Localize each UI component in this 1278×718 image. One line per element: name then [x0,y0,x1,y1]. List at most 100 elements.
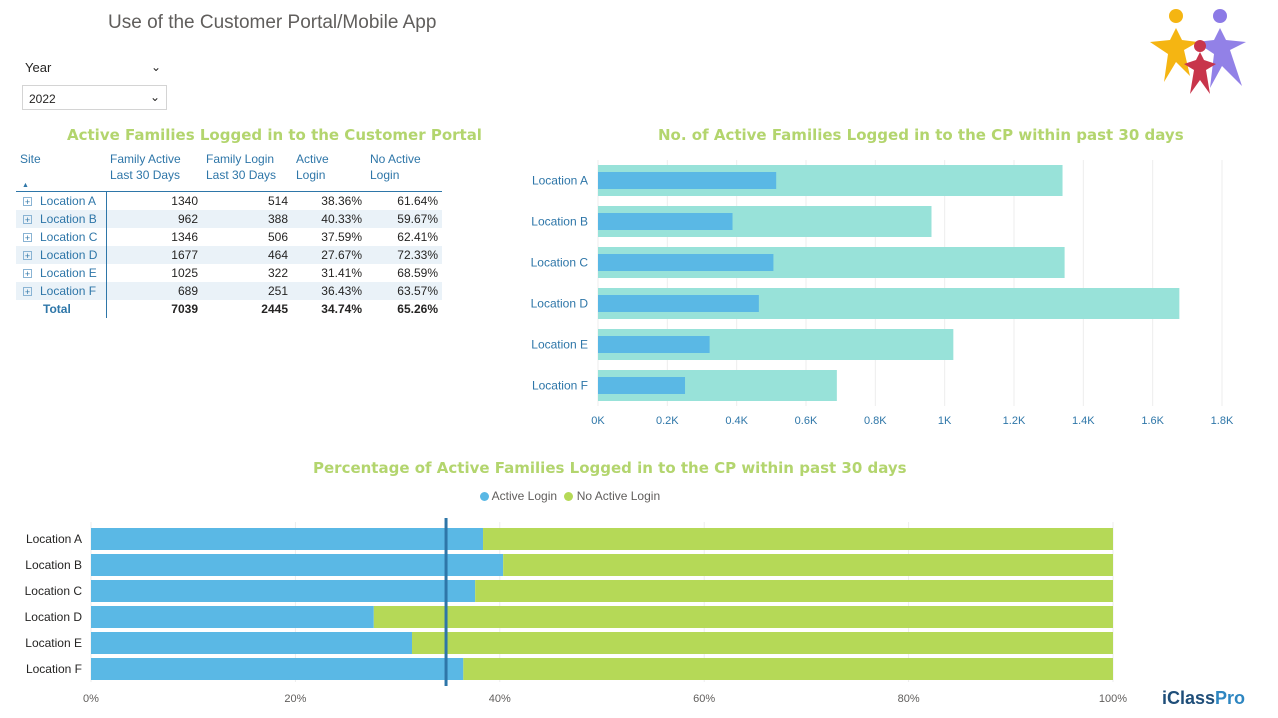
y-category-label: Location C [25,584,83,598]
row-login-cell: 506 [267,230,288,244]
total-no-pct-cell: 65.26% [397,302,438,316]
chevron-down-icon[interactable]: ⌄ [151,60,162,74]
row-active-cell: 1340 [171,194,198,208]
expand-icon[interactable]: + [23,251,32,262]
row-site-cell[interactable]: + Location B [16,210,107,228]
row-login-cell: 322 [267,266,288,280]
row-site-cell[interactable]: + Location E [16,264,107,282]
row-site-cell[interactable]: + Location D [16,246,107,264]
bar-active-login [91,606,374,628]
row-pct-cell: 40.33% [292,210,366,228]
col-header-site[interactable]: Site [16,150,106,192]
x-tick-label: 0% [83,693,99,705]
legend-no-active-label[interactable]: No Active Login [576,489,661,503]
x-tick-label: 0.6K [795,415,818,427]
total-label-cell: Total [16,300,107,318]
expand-icon[interactable]: + [23,287,32,298]
table-row: + Location E 1025 322 31.41% 68.59% [16,264,442,282]
x-tick-label: 1.2K [1003,415,1026,427]
col-header-no-active-login[interactable]: No Active Login [366,150,442,192]
x-tick-label: 0.8K [864,415,887,427]
y-category-label: Location E [531,338,588,352]
table-total-row: Total 7039 2445 34.74% 65.26% [16,300,442,318]
legend-active-label[interactable]: Active Login [491,489,558,503]
x-tick-label: 60% [693,693,715,705]
legend-no-active-dot-icon [564,492,574,502]
active-families-bar-chart[interactable]: 0K 0.2K 0.4K 0.6K 0.8K 1K 1.2K 1.4K 1.6K 1.8K Loca… [520,150,1250,440]
y-category-label: Location D [531,297,589,311]
logo-main-text: iClass [1162,688,1216,708]
y-category-label: Location F [532,379,588,393]
expand-icon[interactable]: + [23,269,32,280]
y-category-label: Location D [25,610,83,624]
table-row: + Location C 1346 506 37.59% 62.41% [16,228,442,246]
iclasspro-logo: iClassPro [1162,688,1245,709]
col-header-active-login[interactable]: Active Login [292,150,366,192]
row-login-cell: 388 [202,210,292,228]
row-site-cell[interactable]: + Location C [16,228,107,246]
x-tick-label: 0.4K [725,415,748,427]
row-no-pct-cell: 59.67% [366,210,442,228]
bar-no-active-login [475,580,1113,602]
row-active-cell: 1677 [106,246,202,264]
y-category-label: Location A [532,174,588,188]
family-logo-icon [1150,9,1246,94]
expand-icon[interactable]: + [23,233,32,244]
bar-no-active-login [412,632,1113,654]
y-category-label: Location F [26,662,82,676]
bar-no-active-login [373,606,1113,628]
table-row: + Location D 1677 464 27.67% 72.33% [16,246,442,264]
bar-family-login [598,172,777,189]
row-no-pct-cell: 63.57% [366,282,442,300]
x-tick-label: 1K [938,415,952,427]
total-active-cell: 7039 [171,302,198,316]
table-title: Active Families Logged in to the Custome… [67,126,482,144]
row-site-cell[interactable]: + Location A [16,191,107,210]
table-row: + Location B 962 388 40.33% 59.67% [16,210,442,228]
x-tick-label: 80% [898,693,920,705]
bar-active-login [91,554,504,576]
year-slicer-label: Year [25,60,51,75]
row-pct-cell: 38.36% [321,194,362,208]
y-category-label: Location B [531,215,588,229]
year-dropdown[interactable]: 2022 ⌄ [22,85,167,110]
year-slicer-title: Year [25,60,52,75]
bar-family-login [598,336,710,353]
chart1-title: No. of Active Families Logged in to the … [658,126,1184,144]
bar-no-active-login [483,528,1114,550]
x-tick-label: 0K [591,415,605,427]
percentage-stacked-bar-chart[interactable]: 0% 20% 40% 60% 80% 100% Location A Location B Lo… [0,510,1150,715]
total-login-cell: 2445 [261,302,288,316]
legend-active-dot-icon [480,492,489,502]
x-tick-label: 0.2K [656,415,679,427]
row-active-cell: 1346 [171,230,198,244]
bar-active-login [91,632,413,654]
row-pct-cell: 31.41% [321,266,362,280]
row-pct-cell: 27.67% [292,246,366,264]
expand-icon[interactable]: + [23,197,32,208]
row-active-cell: 962 [106,210,202,228]
year-dropdown-value: 2022 [29,92,56,106]
col-header-family-login[interactable]: Family Login Last 30 Days [202,150,292,192]
sort-ascending-icon[interactable]: ▲ [22,182,29,189]
x-tick-label: 1.6K [1141,415,1164,427]
table-row: + Location A 1340 514 38.36% 61.64% [16,191,442,210]
expand-icon[interactable]: + [23,215,32,226]
bar-family-login [598,213,733,230]
chart2-legend: Active Login No Active Login [480,489,660,503]
site-matrix: ▲ Site Family Active Last 30 Days Family … [16,150,442,318]
bar-family-login [598,295,759,312]
table-header-row: Site Family Active Last 30 Days Family Lo… [16,150,442,192]
y-category-label: Location C [531,256,589,270]
row-no-pct-cell: 72.33% [366,246,442,264]
chart2-title: Percentage of Active Families Logged in … [313,459,907,477]
page-title: Use of the Customer Portal/Mobile App [108,12,437,33]
row-active-cell: 689 [106,282,202,300]
bar-active-login [91,658,464,680]
col-header-family-active[interactable]: Family Active Last 30 Days [106,150,202,192]
bar-family-login [598,254,774,271]
bar-no-active-login [463,658,1114,680]
row-login-cell: 251 [202,282,292,300]
row-site-cell[interactable]: + Location F [16,282,107,300]
row-login-cell: 514 [267,194,288,208]
